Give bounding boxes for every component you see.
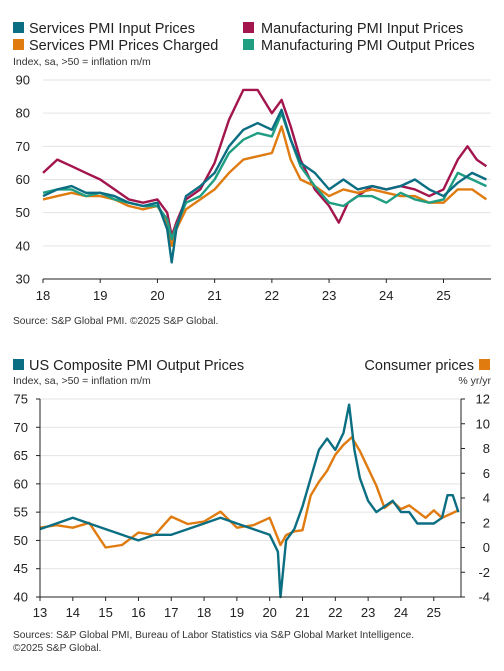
chart2-right-tick: 12 [476, 392, 490, 407]
chart2-left-tick: 50 [14, 533, 28, 548]
chart2-x-tick: 14 [66, 605, 80, 620]
chart2-gridlines [40, 398, 461, 570]
chart1-x-tick: 23 [322, 288, 336, 303]
chart1-legend: Services PMI Input Prices Manufacturing … [13, 21, 475, 54]
chart1-y-tick: 60 [16, 172, 30, 187]
chart1-x-tick: 18 [36, 288, 50, 303]
chart2-left-tick: 40 [14, 590, 28, 605]
chart2-left-tick: 45 [14, 561, 28, 576]
chart1-gridlines [43, 79, 491, 247]
chart1-series [42, 88, 488, 264]
chart2-x-tick: 20 [262, 605, 276, 620]
chart1-y-tick: 70 [16, 139, 30, 154]
chart1-y-tick: 80 [16, 106, 30, 121]
chart2-left-tick: 70 [14, 420, 28, 435]
chart1-x-tick: 21 [207, 288, 221, 303]
chart2-x-tick: 25 [427, 605, 441, 620]
legend-manufacturing-input: Manufacturing PMI Input Prices [261, 21, 463, 37]
chart1-x-tick: 20 [150, 288, 164, 303]
chart2-x-tick: 24 [394, 605, 408, 620]
legend-swatch-composite [13, 359, 24, 370]
chart2-right-tick: 6 [483, 466, 490, 481]
chart2-legend: US Composite PMI Output Prices Consumer … [13, 358, 490, 374]
chart2-x-tick-labels: 13 14 15 16 17 18 19 20 21 22 23 24 25 [33, 597, 441, 620]
chart2-right-tick: 0 [483, 540, 490, 555]
chart1-x-tick: 24 [379, 288, 393, 303]
chart2-right-tick: 8 [483, 441, 490, 456]
chart2-left-tick: 55 [14, 505, 28, 520]
chart1-source: Source: S&P Global PMI. ©2025 S&P Global… [13, 316, 218, 327]
legend-services-input: Services PMI Input Prices [29, 21, 195, 37]
chart2-x-tick: 18 [197, 605, 211, 620]
chart1-y-tick-labels: 30 40 50 60 70 80 90 [16, 73, 30, 287]
chart2-left-tick-labels: 40 45 50 55 60 65 70 75 [14, 392, 40, 605]
chart2-x-tick: 16 [131, 605, 145, 620]
chart2-left-tick: 60 [14, 476, 28, 491]
legend-swatch-services-charged [13, 39, 24, 50]
chart1-y-tick: 50 [16, 205, 30, 220]
legend-swatch-manufacturing-input [243, 22, 254, 33]
chart2-right-tick: -4 [478, 590, 490, 605]
chart2-x-tick: 23 [361, 605, 375, 620]
chart2-x-tick: 13 [33, 605, 47, 620]
chart1-y-axis-label: Index, sa, >50 = inflation m/m [13, 56, 151, 68]
chart2-x-tick: 22 [328, 605, 342, 620]
chart2-series-line-consumer [40, 436, 459, 549]
chart1-y-tick: 90 [16, 73, 30, 88]
chart1-series-line-manufacturing-output [42, 111, 487, 241]
legend-manufacturing-output: Manufacturing PMI Output Prices [261, 38, 475, 54]
chart2-x-tick: 21 [295, 605, 309, 620]
chart2-series-line-composite [40, 403, 460, 599]
legend-services-charged: Services PMI Prices Charged [29, 38, 218, 54]
chart1-y-tick: 40 [16, 238, 30, 253]
chart1-x-tick-labels: 18 19 20 21 22 23 24 25 [36, 279, 451, 303]
legend-swatch-services-input [13, 22, 24, 33]
chart2-right-tick: 10 [476, 416, 490, 431]
chart2-x-tick: 17 [164, 605, 178, 620]
chart2-series [40, 403, 460, 599]
chart1-y-tick: 30 [16, 272, 30, 287]
chart2-right-tick: -2 [478, 565, 490, 580]
legend-composite: US Composite PMI Output Prices [29, 358, 244, 374]
chart2-x-tick: 19 [230, 605, 244, 620]
chart2-right-tick-labels: -4 -2 0 2 4 6 8 10 12 [461, 392, 490, 605]
chart2-right-axis-label: % yr/yr [458, 375, 491, 387]
chart1-x-tick: 22 [265, 288, 279, 303]
legend-swatch-consumer [479, 359, 490, 370]
legend-swatch-manufacturing-output [243, 39, 254, 50]
chart2-x-tick: 15 [98, 605, 112, 620]
chart2-left-tick: 65 [14, 448, 28, 463]
chart2-source: Sources: S&P Global PMI, Bureau of Labor… [13, 630, 414, 641]
chart1-x-tick: 19 [93, 288, 107, 303]
chart2-copyright: ©2025 S&P Global. [13, 643, 101, 654]
chart2-right-tick: 4 [483, 491, 490, 506]
chart2-right-tick: 2 [483, 515, 490, 530]
chart1-x-tick: 25 [436, 288, 450, 303]
chart1-series-line-services-input [42, 108, 487, 264]
legend-consumer-prices: Consumer prices [364, 358, 474, 374]
chart2-left-axis-label: Index, sa, >50 = inflation m/m [13, 375, 151, 387]
chart2-left-tick: 75 [14, 392, 28, 407]
chart1-series-line-manufacturing-input [42, 88, 488, 238]
